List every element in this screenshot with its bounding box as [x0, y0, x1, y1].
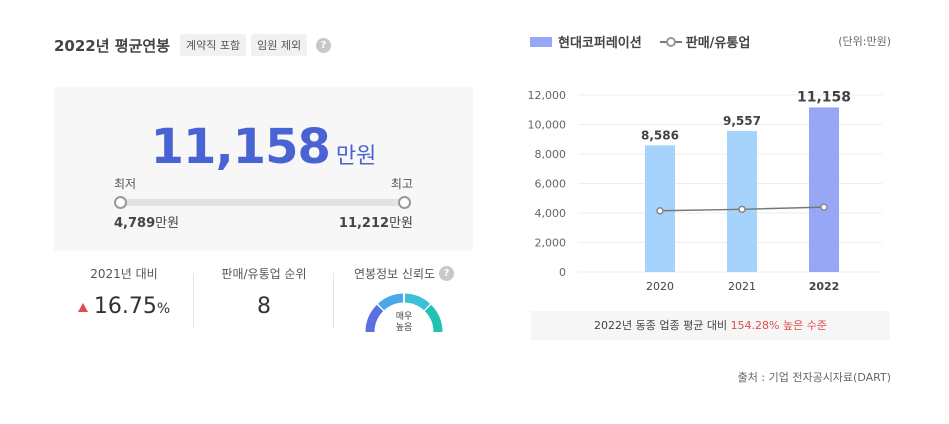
industry-point [738, 205, 746, 214]
industry-point [820, 203, 828, 211]
title-row: 2022년 평균연봉 계약직 포함 임원 제외 ? [54, 34, 332, 56]
min-label: 최저 [114, 177, 137, 191]
page-title: 2022년 평균연봉 [54, 36, 170, 55]
bar [727, 131, 757, 272]
stat-change-number: 16.75 [93, 294, 157, 319]
stat-change-value: 16.75% [54, 294, 194, 319]
min-value-unit: 만원 [155, 216, 180, 231]
note-prefix: 2022년 동종 업종 평균 대비 [594, 319, 728, 332]
comparison-note: 2022년 동종 업종 평균 대비 154.28% 높은 수준 [531, 311, 890, 340]
max-label: 최고 [390, 177, 413, 191]
unit-label: (단위:만원) [838, 35, 891, 48]
x-tick-label: 2022 [809, 280, 840, 293]
max-value-number: 11,212 [338, 216, 390, 231]
stat-rank-value: 8 [257, 294, 271, 319]
y-tick-label: 12,000 [528, 89, 567, 102]
max-value: 11,212만원 [339, 212, 413, 231]
tag-contract: 계약직 포함 [179, 34, 247, 56]
x-tick-label: 2021 [728, 280, 756, 293]
salary-box: 11,158 만원 최저 최고 4,789만원 11,212만원 [54, 87, 473, 251]
salary-range-bar [114, 196, 411, 209]
tag-executive: 임원 제외 [251, 34, 308, 56]
gauge-text-2: 높음 [396, 322, 413, 333]
chart-legend: 현대코퍼레이션 판매/유통업 [530, 32, 750, 51]
min-value-number: 4,789 [114, 216, 156, 231]
gauge-segment [377, 293, 404, 311]
industry-point [656, 207, 664, 215]
y-tick-label: 6,000 [535, 178, 567, 191]
y-tick-label: 4,000 [535, 207, 567, 220]
legend-bar-swatch [530, 36, 552, 47]
stat-rank-label: 판매/유통업 순위 [221, 267, 307, 281]
source-text: 출처 : 기업 전자공시자료(DART) [737, 371, 891, 384]
stat-change: 2021년 대비 16.75% [54, 265, 194, 329]
stat-reliability-label: 연봉정보 신뢰도? [334, 265, 474, 282]
stat-reliability-label-text: 연봉정보 신뢰도 [353, 267, 436, 281]
average-salary-unit: 만원 [335, 144, 377, 169]
gauge-segment [404, 293, 431, 311]
x-tick-label: 2020 [646, 280, 674, 293]
max-knob [398, 196, 411, 209]
salary-chart: 0 2,000 4,000 6,000 8,000 10,000 12,000 8,586 20… [528, 89, 882, 293]
bar [809, 107, 839, 273]
y-tick-label: 10,000 [528, 119, 567, 132]
stat-rank: 판매/유통업 순위 8 [194, 265, 334, 329]
reliability-gauge: 매우 높음 [365, 293, 443, 333]
legend-company: 현대코퍼레이션 [558, 36, 642, 51]
min-value: 4,789만원 [114, 212, 179, 231]
stat-reliability: 연봉정보 신뢰도? 매우 높음 [334, 265, 474, 333]
y-tick-label: 0 [559, 266, 566, 279]
stats-row: 2021년 대비 16.75% 판매/유통업 순위 8 연봉정보 신뢰도? 매우… [54, 265, 473, 335]
gauge-segment [365, 304, 384, 333]
divider [193, 273, 194, 328]
max-value-unit: 만원 [389, 216, 413, 231]
average-salary: 11,158 만원 [54, 119, 473, 175]
help-icon[interactable]: ? [439, 266, 455, 281]
help-icon[interactable]: ? [316, 37, 332, 53]
bar-value-label: 9,557 [723, 114, 761, 128]
stat-change-unit: % [156, 301, 171, 317]
bar-value-label: 8,586 [641, 128, 679, 142]
min-knob [114, 196, 127, 209]
legend-industry: 판매/유통업 [685, 36, 751, 51]
legend-line-icon [659, 36, 682, 47]
divider [333, 273, 334, 328]
bar-value-label: 11,158 [797, 89, 851, 105]
up-triangle-icon [77, 302, 88, 312]
gauge-segment [424, 304, 443, 333]
stat-change-label: 2021년 대비 [90, 267, 158, 281]
y-tick-label: 2,000 [535, 237, 567, 250]
average-salary-value: 11,158 [150, 119, 331, 175]
note-highlight: 154.28% 높은 수준 [730, 319, 827, 332]
gauge-text-1: 매우 [396, 311, 413, 322]
y-tick-label: 8,000 [535, 148, 567, 161]
